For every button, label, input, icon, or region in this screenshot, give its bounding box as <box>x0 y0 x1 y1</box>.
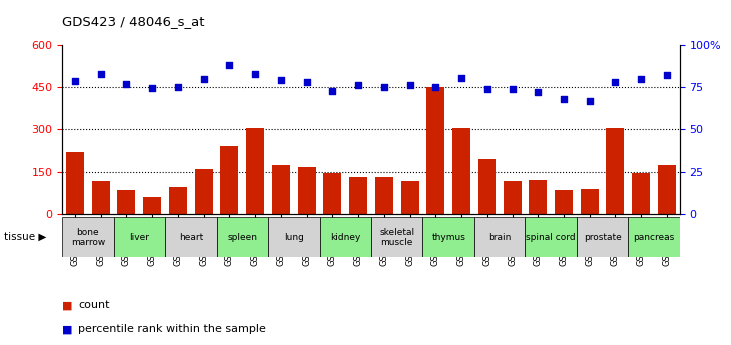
Text: prostate: prostate <box>584 233 621 242</box>
Text: heart: heart <box>178 233 203 242</box>
Bar <box>319 217 371 257</box>
Bar <box>426 87 444 214</box>
Bar <box>323 173 341 214</box>
Point <box>481 86 493 91</box>
Text: liver: liver <box>129 233 149 242</box>
Point <box>352 82 364 88</box>
Text: ■: ■ <box>62 325 72 334</box>
Bar <box>272 165 290 214</box>
Bar <box>66 152 84 214</box>
Bar <box>118 190 135 214</box>
Bar <box>504 181 521 214</box>
Point <box>327 89 338 94</box>
Bar <box>349 177 367 214</box>
Bar <box>194 169 213 214</box>
Bar <box>577 217 629 257</box>
Bar <box>629 217 680 257</box>
Bar <box>529 180 548 214</box>
Point <box>172 85 183 90</box>
Bar <box>169 187 187 214</box>
Point <box>95 72 107 77</box>
Text: spleen: spleen <box>227 233 257 242</box>
Point <box>455 75 467 81</box>
Point <box>661 72 673 78</box>
Bar <box>580 188 599 214</box>
Point <box>430 85 442 90</box>
Bar <box>268 217 319 257</box>
Text: GDS423 / 48046_s_at: GDS423 / 48046_s_at <box>62 16 205 29</box>
Bar <box>401 181 419 214</box>
Bar <box>452 128 470 214</box>
Point <box>121 81 132 87</box>
Bar <box>371 217 423 257</box>
Point <box>378 85 390 90</box>
Point <box>507 86 518 91</box>
Text: brain: brain <box>488 233 512 242</box>
Bar <box>632 173 651 214</box>
Text: lung: lung <box>284 233 303 242</box>
Point <box>275 77 287 82</box>
Text: bone
marrow: bone marrow <box>71 228 105 247</box>
Bar <box>423 217 474 257</box>
Point <box>146 85 158 90</box>
Bar <box>555 190 573 214</box>
Point <box>558 96 570 102</box>
Text: skeletal
muscle: skeletal muscle <box>379 228 414 247</box>
Point <box>300 79 312 85</box>
Text: kidney: kidney <box>330 233 360 242</box>
Bar <box>216 217 268 257</box>
Bar <box>298 167 316 214</box>
Bar <box>526 217 577 257</box>
Text: spinal cord: spinal cord <box>526 233 576 242</box>
Point <box>610 79 621 85</box>
Text: count: count <box>78 300 110 310</box>
Bar <box>221 146 238 214</box>
Bar <box>143 197 162 214</box>
Bar <box>91 181 110 214</box>
Text: tissue ▶: tissue ▶ <box>4 232 46 242</box>
Bar <box>165 217 216 257</box>
Point <box>584 98 596 104</box>
Point <box>249 71 261 76</box>
Bar <box>62 217 113 257</box>
Text: pancreas: pancreas <box>634 233 675 242</box>
Bar <box>375 177 393 214</box>
Bar <box>246 128 264 214</box>
Bar <box>474 217 526 257</box>
Point <box>532 89 544 95</box>
Bar <box>478 159 496 214</box>
Point <box>224 62 235 67</box>
Text: ■: ■ <box>62 300 72 310</box>
Point <box>69 79 81 84</box>
Point <box>404 82 415 88</box>
Text: thymus: thymus <box>431 233 465 242</box>
Text: percentile rank within the sample: percentile rank within the sample <box>78 325 266 334</box>
Point <box>635 76 647 81</box>
Point <box>198 76 210 81</box>
Bar <box>607 128 624 214</box>
Bar <box>113 217 165 257</box>
Bar <box>658 165 676 214</box>
